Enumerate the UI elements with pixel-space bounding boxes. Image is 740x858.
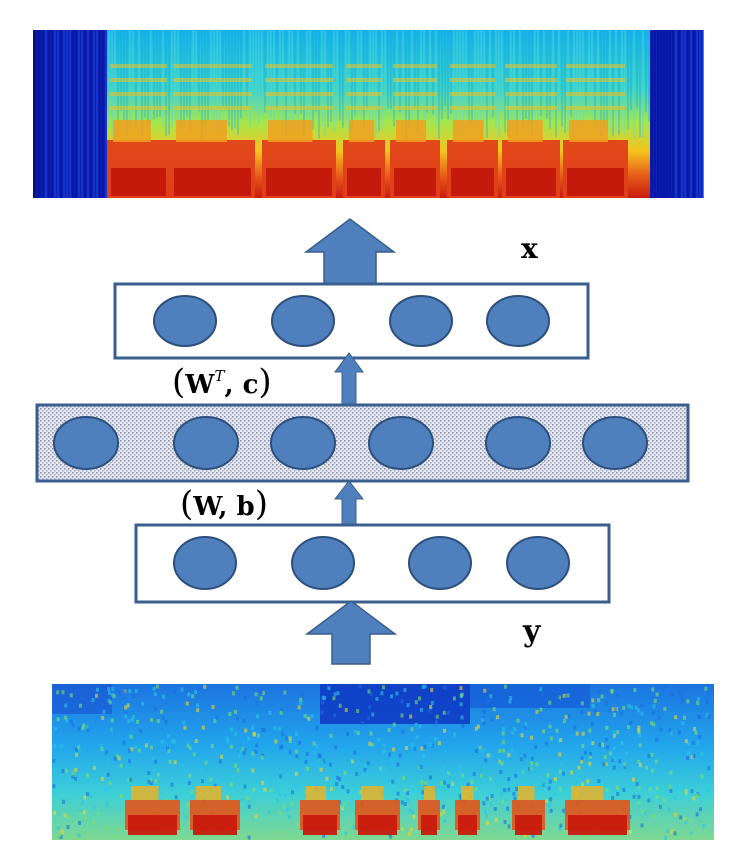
clean-spectrogram <box>33 30 704 198</box>
output-layer-unit <box>389 295 453 347</box>
hidden-layer-unit <box>270 416 336 470</box>
output-layer <box>113 282 590 360</box>
hidden-layer-unit <box>173 416 239 470</box>
encoder-arrow-icon <box>333 480 365 526</box>
output-layer-unit <box>486 295 550 347</box>
hidden-layer-unit <box>485 416 551 470</box>
hidden-layer-unit <box>368 416 434 470</box>
hidden-layer <box>35 403 690 483</box>
decoder-params-label: (WT, c) <box>172 362 272 402</box>
decoder-arrow-icon <box>334 352 364 406</box>
input-layer-unit <box>506 536 570 590</box>
input-layer <box>134 523 611 604</box>
noisy-spectrogram <box>52 684 714 840</box>
hidden-layer-unit <box>582 416 648 470</box>
encoder-params-label: (W, b) <box>180 484 268 524</box>
hidden-layer-unit <box>53 416 119 470</box>
output-layer-unit <box>153 295 217 347</box>
input-layer-unit <box>173 536 237 590</box>
output-arrow-icon <box>303 218 397 287</box>
output-layer-unit <box>271 295 335 347</box>
label-y: y <box>522 614 542 649</box>
input-layer-unit <box>408 536 472 590</box>
label-x: x <box>521 232 538 265</box>
input-arrow-icon <box>304 600 398 665</box>
input-layer-unit <box>291 536 355 590</box>
